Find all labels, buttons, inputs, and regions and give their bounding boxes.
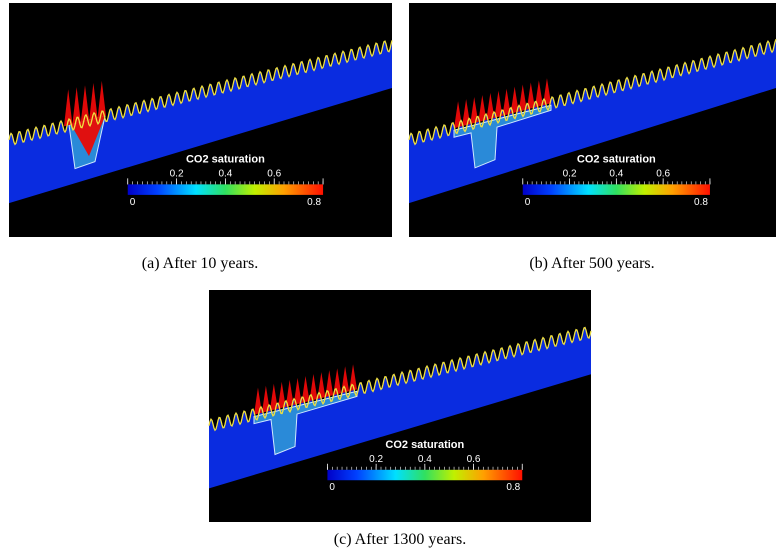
domain bbox=[409, 39, 776, 204]
colorbar-title: CO2 saturation bbox=[577, 153, 656, 165]
panel: CO2 saturation 0 0.2 0.4 0.6 0.8 bbox=[408, 3, 777, 237]
colorbar-tick-label: 0.2 bbox=[369, 454, 383, 465]
spike bbox=[518, 84, 527, 112]
spike bbox=[494, 90, 503, 118]
spike bbox=[261, 385, 270, 413]
spike bbox=[502, 88, 511, 116]
colorbar bbox=[522, 184, 710, 195]
colorbar-tick-label: 0.2 bbox=[170, 168, 184, 179]
caption: (a) After 10 years. bbox=[142, 255, 258, 272]
panel: CO2 saturation 0 0.2 0.4 0.6 0.8 bbox=[208, 290, 592, 522]
colorbar-tick-label: 0 bbox=[329, 482, 335, 493]
spike bbox=[64, 89, 73, 127]
caption: (b) After 500 years. bbox=[529, 255, 654, 272]
spike bbox=[89, 83, 98, 121]
spike bbox=[97, 80, 106, 118]
colorbar-tick-label: 0.6 bbox=[656, 168, 670, 179]
colorbar-tick-label: 0.2 bbox=[563, 168, 577, 179]
colorbar-tick-label: 0.4 bbox=[609, 168, 623, 179]
caption: (c) After 1300 years. bbox=[334, 531, 466, 548]
spike bbox=[349, 364, 357, 392]
colorbar-title: CO2 saturation bbox=[186, 153, 265, 165]
colorbar-tick-label: 0.8 bbox=[506, 482, 520, 493]
panel: CO2 saturation 0 0.2 0.4 0.6 0.8 bbox=[8, 3, 393, 237]
surface-line bbox=[208, 326, 592, 432]
colorbar bbox=[327, 469, 523, 481]
colorbar bbox=[127, 184, 324, 195]
spike bbox=[542, 78, 551, 106]
colorbar-tick-label: 0 bbox=[130, 197, 136, 208]
spike bbox=[333, 368, 342, 396]
colorbar-tick-label: 0.8 bbox=[694, 197, 708, 208]
spike bbox=[478, 94, 487, 123]
domain bbox=[9, 40, 392, 204]
spike bbox=[510, 86, 519, 114]
spike bbox=[269, 383, 278, 411]
spike bbox=[301, 375, 310, 403]
spike bbox=[277, 381, 286, 409]
surface-line bbox=[408, 38, 777, 146]
spike bbox=[293, 377, 302, 405]
surface-line bbox=[8, 40, 393, 146]
spike bbox=[72, 87, 81, 125]
spike bbox=[285, 379, 294, 407]
spike bbox=[80, 85, 90, 123]
spike bbox=[526, 82, 535, 110]
colorbar-title: CO2 saturation bbox=[385, 439, 464, 451]
colorbar-tick-label: 0.6 bbox=[467, 454, 481, 465]
colorbar-tick-label: 0.6 bbox=[267, 168, 281, 179]
domain bbox=[209, 327, 591, 489]
colorbar-tick-label: 0.8 bbox=[307, 197, 321, 208]
colorbar-tick-label: 0.4 bbox=[418, 454, 432, 465]
plume-core bbox=[71, 116, 105, 157]
spike bbox=[341, 366, 350, 394]
spike bbox=[486, 92, 495, 120]
plume bbox=[453, 104, 552, 169]
colorbar-tick-label: 0.4 bbox=[218, 168, 232, 179]
colorbar-tick-label: 0 bbox=[525, 197, 531, 208]
spike bbox=[534, 80, 543, 108]
